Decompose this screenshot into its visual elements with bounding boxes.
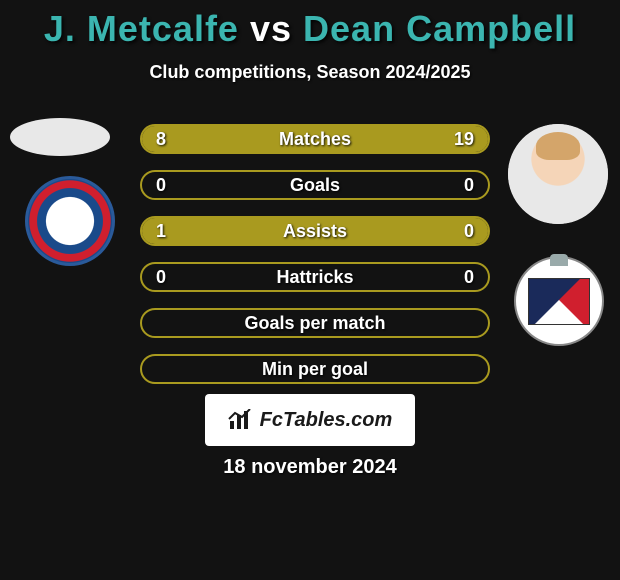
stat-label: Min per goal — [262, 359, 368, 380]
player1-club-badge — [25, 176, 115, 266]
stat-bar: 0 0 Hattricks — [140, 262, 490, 292]
stat-bar: 0 0 Goals — [140, 170, 490, 200]
player2-photo — [508, 124, 608, 224]
stat-value-left: 1 — [156, 221, 166, 242]
comparison-title: J. Metcalfe vs Dean Campbell — [0, 0, 620, 50]
stat-bar: Goals per match — [140, 308, 490, 338]
stat-value-left: 0 — [156, 267, 166, 288]
player2-name: Dean Campbell — [303, 8, 576, 49]
date-text: 18 november 2024 — [0, 456, 620, 479]
site-logo: FcTables.com — [205, 394, 415, 446]
subtitle: Club competitions, Season 2024/2025 — [0, 62, 620, 83]
stat-value-right: 0 — [464, 175, 474, 196]
vs-text: vs — [250, 8, 292, 49]
stat-bars: 8 19 Matches 0 0 Goals 1 0 Assists 0 0 Hattricks Goa… — [140, 124, 490, 400]
stat-label: Goals per match — [244, 313, 385, 334]
chart-icon — [228, 409, 254, 431]
stat-value-left: 0 — [156, 175, 166, 196]
stat-bar: 8 19 Matches — [140, 124, 490, 154]
player1-name: J. Metcalfe — [44, 8, 239, 49]
stat-value-left: 8 — [156, 129, 166, 150]
stat-bar: 1 0 Assists — [140, 216, 490, 246]
stat-label: Hattricks — [276, 267, 353, 288]
player1-photo — [10, 118, 110, 156]
stat-bar: Min per goal — [140, 354, 490, 384]
player2-club-badge — [514, 256, 604, 346]
stat-label: Assists — [283, 221, 347, 242]
stat-value-right: 19 — [454, 129, 474, 150]
stat-value-right: 0 — [464, 267, 474, 288]
stat-value-right: 0 — [464, 221, 474, 242]
stat-label: Goals — [290, 175, 340, 196]
stat-label: Matches — [279, 129, 351, 150]
site-logo-text: FcTables.com — [260, 409, 393, 432]
